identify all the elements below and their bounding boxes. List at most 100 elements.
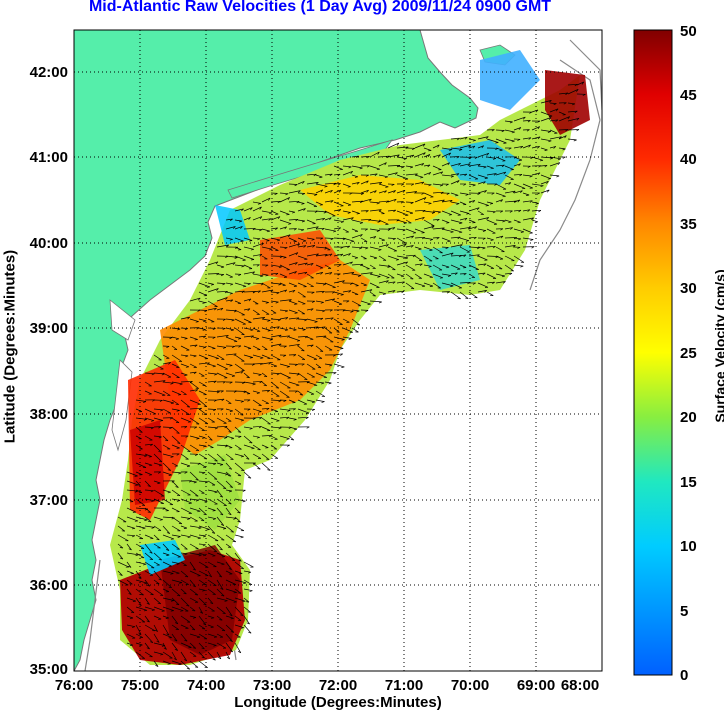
velocity-vector-head [231, 319, 235, 322]
velocity-vector [549, 156, 561, 160]
velocity-vector [180, 426, 188, 428]
velocity-vector [306, 253, 319, 257]
velocity-vector [450, 156, 460, 158]
velocity-vector [288, 289, 296, 293]
velocity-vector-head [312, 245, 316, 248]
velocity-vector [477, 152, 489, 158]
velocity-vector-head [269, 339, 273, 341]
velocity-vector-head [512, 245, 516, 248]
velocity-vector [279, 299, 292, 302]
x-tick-label: 74:00 [187, 677, 225, 694]
velocity-vector [243, 579, 253, 586]
velocity-vector [207, 570, 212, 578]
velocity-vector-head [144, 519, 148, 521]
colorbar-tick-label: 45 [680, 87, 697, 104]
velocity-vector-head [202, 544, 206, 547]
velocity-vector [387, 281, 396, 284]
velocity-vector-head [165, 617, 169, 619]
velocity-vector [306, 273, 314, 279]
velocity-vector-head [151, 500, 155, 502]
velocity-vector [216, 435, 228, 438]
velocity-vector [288, 190, 301, 194]
velocity-vector [126, 552, 139, 556]
velocity-vector-head [266, 230, 270, 233]
velocity-vector-head [202, 589, 206, 592]
velocity-vector [450, 244, 463, 248]
velocity-vector [162, 570, 174, 574]
velocity-vector-head [176, 432, 180, 434]
velocity-vector [225, 543, 232, 548]
velocity-vector [216, 354, 225, 360]
velocity-vector-head [392, 238, 396, 241]
velocity-vector-head [184, 575, 189, 578]
velocity-vector [270, 272, 279, 275]
velocity-vector-head [267, 330, 271, 332]
velocity-vector-head [258, 426, 262, 429]
velocity-vector-head [176, 603, 180, 606]
velocity-vector [306, 399, 315, 403]
velocity-vector [189, 570, 201, 577]
velocity-vector [405, 191, 417, 194]
velocity-vector [261, 273, 269, 276]
velocity-vector [360, 180, 369, 185]
velocity-vector [504, 245, 516, 248]
velocity-vector [432, 144, 440, 149]
velocity-vector-head [149, 641, 154, 644]
velocity-vector-head [531, 246, 535, 249]
velocity-vector-head [422, 143, 426, 147]
velocity-vector-head [167, 469, 171, 471]
velocity-vector-head [330, 190, 333, 193]
velocity-vector [225, 372, 236, 377]
velocity-vector [252, 327, 261, 332]
velocity-vector [288, 317, 299, 320]
velocity-vector [144, 588, 154, 596]
velocity-vector [324, 189, 333, 194]
velocity-vector [261, 381, 267, 387]
velocity-vector [153, 516, 163, 521]
velocity-vector-head [199, 611, 203, 614]
velocity-vector [504, 174, 514, 180]
velocity-vector-head [228, 468, 232, 470]
velocity-vector-head [184, 374, 188, 376]
velocity-vector [369, 273, 381, 277]
velocity-vector [297, 399, 307, 405]
velocity-vector-head [149, 464, 153, 467]
velocity-vector-head [167, 491, 171, 494]
velocity-vector [252, 363, 263, 365]
velocity-vector [531, 201, 539, 204]
velocity-vector [324, 345, 333, 351]
velocity-vector-head [257, 238, 261, 241]
velocity-vector [315, 399, 325, 402]
velocity-vector-head [284, 247, 288, 250]
velocity-vector [387, 273, 395, 279]
velocity-vector [522, 120, 531, 122]
velocity-vector [531, 109, 539, 113]
velocity-vector-head [320, 301, 324, 304]
velocity-vector-head [387, 266, 391, 268]
velocity-vector-head [278, 427, 282, 430]
velocity-vector-head [197, 510, 201, 513]
velocity-vector-head [520, 146, 524, 149]
map-title: Mid-Atlantic Raw Velocities (1 Day Avg) … [88, 0, 552, 15]
velocity-vector-head [287, 197, 290, 201]
velocity-vector [225, 299, 233, 302]
velocity-vector-head [158, 460, 162, 463]
velocity-vector [180, 489, 191, 496]
velocity-vector [342, 327, 353, 333]
velocity-vector [198, 426, 205, 431]
velocity-vector-head [222, 283, 226, 286]
velocity-vector-head [144, 582, 148, 585]
velocity-vector-head [348, 166, 352, 169]
velocity-vector [153, 390, 166, 396]
velocity-vector-head [482, 237, 486, 240]
velocity-vector [342, 261, 353, 266]
velocity-vector-head [536, 192, 540, 195]
velocity-vector [486, 281, 495, 284]
velocity-vector [405, 228, 417, 234]
velocity-vector [450, 264, 461, 270]
velocity-vector [477, 272, 486, 275]
velocity-vector [504, 182, 511, 185]
velocity-vector [306, 354, 318, 360]
velocity-vector [261, 453, 270, 460]
velocity-vector-head [555, 119, 559, 122]
